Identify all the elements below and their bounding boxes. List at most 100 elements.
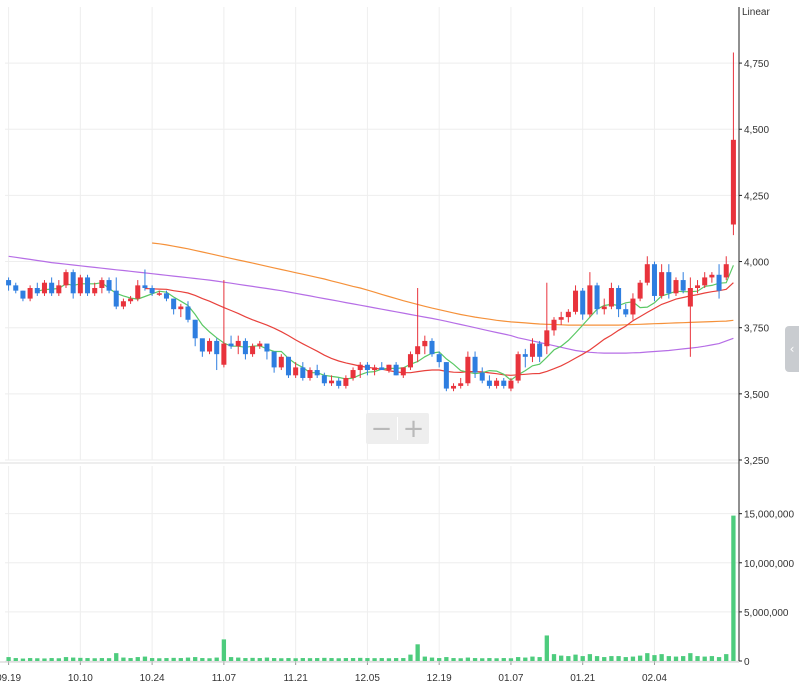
volume-bar — [20, 658, 26, 661]
candle — [623, 303, 629, 318]
volume-bar — [243, 658, 248, 661]
ma20-line — [144, 282, 734, 376]
candle-body — [415, 346, 421, 355]
candle-body — [379, 367, 385, 371]
candle — [41, 280, 47, 296]
candle-body — [601, 306, 607, 310]
candle — [321, 372, 327, 386]
candle-body — [465, 356, 471, 384]
candle — [49, 277, 55, 296]
volume-bar — [322, 657, 327, 661]
candle-body — [221, 343, 227, 365]
candle — [171, 298, 177, 315]
candle — [429, 338, 435, 357]
candle-body — [113, 290, 119, 307]
zoom-in-button[interactable]: + — [398, 413, 429, 444]
candle — [601, 298, 607, 315]
x-tick-label: 01.07 — [498, 673, 523, 684]
candle — [702, 272, 708, 289]
volume-bar — [135, 657, 140, 661]
candle-body — [70, 272, 76, 294]
volume-bar — [702, 656, 707, 661]
volume-bar — [551, 654, 557, 661]
volume-tick-label: 15,000,000 — [744, 510, 794, 521]
volume-bar — [114, 653, 119, 661]
candle-body — [544, 330, 550, 347]
candle-body — [393, 364, 399, 376]
candle-body — [41, 282, 47, 294]
volume-bar — [200, 658, 205, 661]
volume-bar — [515, 657, 521, 661]
zoom-out-button[interactable]: − — [366, 413, 397, 444]
candle-body — [6, 280, 12, 286]
candle — [250, 343, 256, 357]
volume-bar — [630, 656, 636, 661]
volume-bar — [171, 657, 176, 661]
volume-bar — [106, 658, 112, 661]
candle — [235, 335, 241, 355]
candle-body — [329, 380, 335, 384]
candle-body — [156, 293, 162, 295]
volume-bar — [637, 655, 643, 661]
y-tick-label: 3,750 — [744, 324, 769, 335]
volume-bar — [401, 658, 406, 661]
volume-bar — [444, 657, 449, 661]
candle — [27, 285, 33, 302]
volume-bar — [99, 658, 105, 661]
volume-bar — [724, 654, 729, 661]
volume-bar — [92, 658, 97, 661]
volume-bar — [329, 658, 334, 661]
candle — [651, 261, 657, 302]
candle — [494, 377, 500, 389]
chevron-left-icon: ‹ — [789, 342, 795, 356]
side-panel-toggle[interactable]: ‹ — [785, 326, 799, 372]
volume-bar — [185, 657, 191, 661]
candle — [300, 362, 306, 381]
candle — [221, 280, 227, 368]
candle — [558, 311, 564, 326]
candle-body — [522, 354, 528, 357]
candle — [285, 356, 291, 378]
volume-bar — [559, 655, 564, 661]
volume-bar — [393, 658, 399, 661]
candle-body — [451, 385, 457, 389]
candle-body — [264, 343, 270, 352]
candle — [372, 364, 378, 376]
candle — [730, 52, 736, 236]
volume-bar — [731, 515, 736, 661]
candle-body — [149, 288, 155, 294]
candle-body — [120, 301, 126, 307]
candle — [350, 367, 356, 381]
x-tick-label: 12.19 — [427, 673, 452, 684]
candle-body — [343, 377, 349, 386]
volume-bar — [214, 657, 219, 661]
candle-body — [257, 343, 263, 347]
candle — [156, 290, 162, 296]
volume-bar — [6, 657, 11, 661]
candle-body — [271, 351, 277, 368]
volume-bar — [659, 654, 664, 661]
candle-body — [486, 380, 492, 386]
volume-bar — [35, 658, 40, 661]
candle — [13, 282, 19, 294]
candle-body — [63, 272, 69, 286]
candle-body — [228, 343, 234, 347]
candle-body — [587, 285, 593, 315]
candle-body — [171, 298, 177, 310]
volume-bar — [494, 658, 499, 661]
candle — [637, 280, 643, 302]
candle-body — [458, 383, 464, 386]
candle-body — [580, 290, 586, 315]
candle — [501, 377, 507, 389]
volume-bar — [422, 656, 427, 661]
candle-body — [357, 364, 363, 371]
candle — [422, 335, 428, 355]
candle — [400, 367, 406, 378]
candle-body — [85, 277, 91, 294]
candle — [716, 264, 722, 299]
candle-body — [608, 288, 614, 307]
volume-bar — [666, 656, 671, 661]
candle-body — [637, 282, 643, 299]
candle — [573, 285, 579, 315]
candle — [515, 351, 521, 384]
